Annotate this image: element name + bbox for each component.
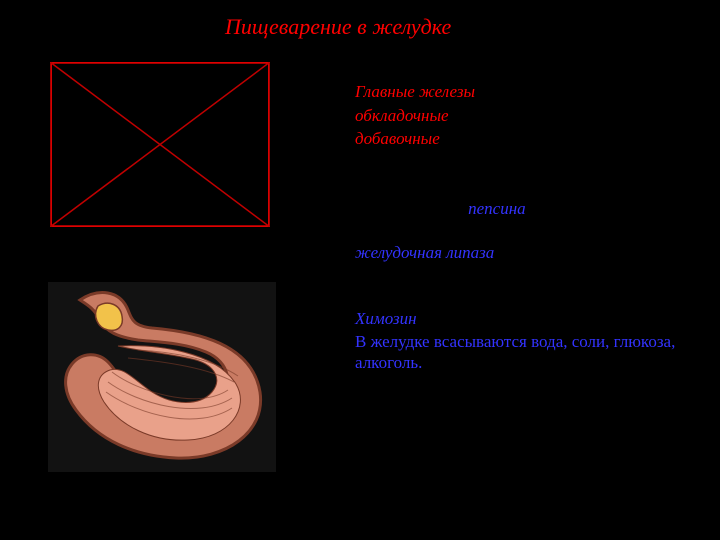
stomach-inlet	[96, 303, 123, 330]
slide-title: Пищеварение в желудке	[225, 14, 451, 40]
gland-line-1: обкладочные – HCl,	[355, 105, 700, 126]
gland-role-1: – HCl,	[449, 106, 499, 125]
gland-line-0: Главные железы – ферменты,	[355, 81, 700, 102]
chymosin-line: Химозин – створаживает молоко.	[355, 308, 700, 329]
gland-name-1: обкладочные	[355, 106, 449, 125]
stomach-icon	[48, 282, 276, 472]
gland-name-2: добавочные	[355, 129, 440, 148]
gland-role-2: – слизь.	[440, 129, 501, 148]
gland-name-0: Главные железы	[355, 82, 475, 101]
body-text: На 1 мм² желудка 100 желёз. Главные желе…	[355, 58, 700, 376]
juice-line-2: 0,5 % HCl.	[355, 174, 700, 195]
gland-role-0: – ферменты,	[475, 82, 569, 101]
absorption-line: В желудке всасываются вода, соли, глюкоз…	[355, 331, 700, 374]
pepsin: пепсина	[468, 199, 526, 218]
juice-line-1: В сутки – 1,5 – 2 л желудочного сока,	[355, 151, 700, 172]
pepsin-before: Под действием	[355, 199, 468, 218]
gland-line-2: добавочные – слизь.	[355, 128, 700, 149]
lipase-line: желудочная липаза расщепляет жиры молока…	[355, 242, 700, 306]
pepsin-line: Под действием пепсина белки расщепляются…	[355, 198, 700, 241]
slide: Пищеварение в желудке На 1 мм² желудка 1…	[0, 0, 720, 540]
stomach-figure	[48, 282, 276, 472]
chymosin: Химозин	[355, 309, 417, 328]
chymosin-after: – створаживает молоко.	[417, 309, 593, 328]
gland-intro: На 1 мм² желудка 100 желёз.	[355, 58, 700, 79]
placeholder-cross-icon	[50, 62, 270, 227]
lipase: желудочная липаза	[355, 243, 494, 262]
image-placeholder	[50, 62, 270, 227]
